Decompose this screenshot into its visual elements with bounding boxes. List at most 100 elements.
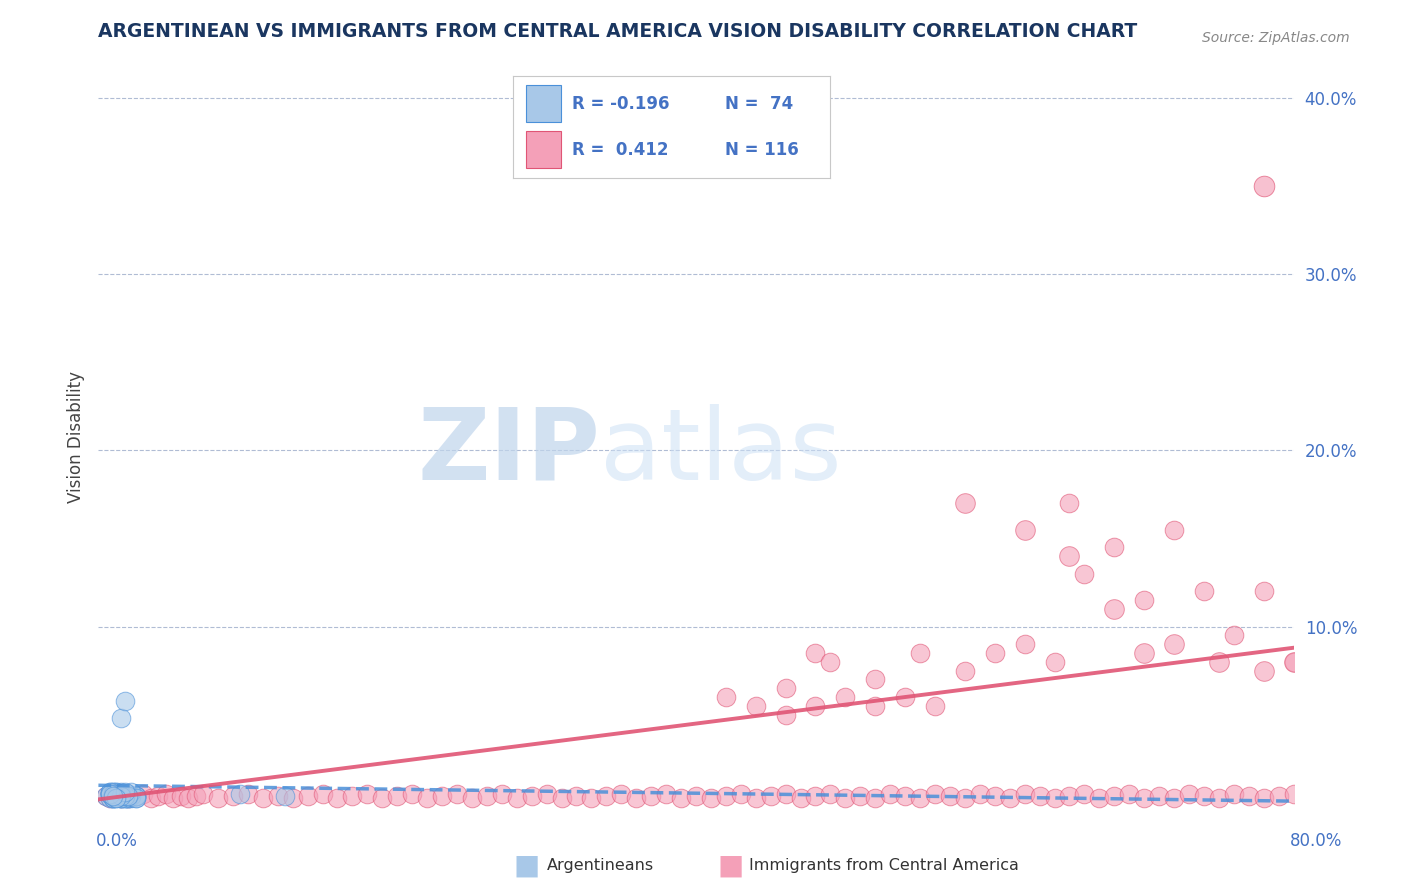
Text: R = -0.196: R = -0.196 bbox=[572, 95, 669, 112]
Point bbox=[1282, 787, 1305, 801]
Point bbox=[1253, 790, 1275, 805]
Point bbox=[565, 789, 588, 803]
Point bbox=[110, 790, 132, 805]
Point bbox=[103, 790, 125, 805]
Point bbox=[1043, 655, 1066, 669]
Text: N = 116: N = 116 bbox=[725, 141, 799, 159]
Point bbox=[114, 789, 136, 803]
Point bbox=[105, 785, 128, 799]
Point bbox=[98, 787, 122, 801]
Point bbox=[969, 787, 991, 801]
Point bbox=[1059, 549, 1081, 563]
Point bbox=[491, 787, 513, 801]
Text: 0.0%: 0.0% bbox=[96, 831, 138, 849]
Point bbox=[125, 789, 148, 803]
Point bbox=[94, 789, 117, 803]
Point bbox=[1237, 789, 1260, 803]
Point bbox=[416, 790, 439, 805]
Point bbox=[520, 789, 543, 803]
Point bbox=[1253, 664, 1275, 678]
Point bbox=[908, 790, 931, 805]
Point bbox=[169, 789, 191, 803]
Point bbox=[117, 789, 139, 803]
Point bbox=[117, 790, 139, 805]
Point bbox=[998, 790, 1021, 805]
Point bbox=[1133, 646, 1156, 660]
Point bbox=[865, 790, 887, 805]
Point bbox=[114, 790, 136, 805]
Point bbox=[924, 698, 946, 713]
Point bbox=[117, 789, 139, 803]
Point bbox=[1178, 787, 1201, 801]
Point bbox=[1223, 628, 1246, 642]
Point bbox=[446, 787, 468, 801]
Point bbox=[110, 789, 132, 803]
Point bbox=[132, 787, 155, 801]
Point bbox=[98, 787, 122, 801]
Point bbox=[98, 785, 122, 799]
Point bbox=[506, 790, 529, 805]
Point bbox=[114, 789, 136, 803]
Point bbox=[105, 787, 128, 801]
Point bbox=[714, 789, 737, 803]
Point bbox=[110, 787, 132, 801]
Point bbox=[110, 789, 132, 803]
Point bbox=[110, 790, 132, 805]
Point bbox=[789, 790, 811, 805]
Point bbox=[103, 787, 125, 801]
Point bbox=[110, 787, 132, 801]
Point bbox=[342, 789, 364, 803]
Point bbox=[1088, 790, 1111, 805]
Point bbox=[326, 790, 349, 805]
Point bbox=[834, 690, 856, 705]
Point bbox=[820, 787, 842, 801]
Point bbox=[105, 785, 128, 799]
Point bbox=[110, 790, 132, 805]
Point bbox=[1059, 789, 1081, 803]
Bar bbox=[526, 131, 561, 168]
Point bbox=[110, 787, 132, 801]
Text: ZIP: ZIP bbox=[418, 403, 600, 500]
Point bbox=[155, 787, 177, 801]
Text: Immigrants from Central America: Immigrants from Central America bbox=[749, 858, 1019, 872]
Text: Source: ZipAtlas.com: Source: ZipAtlas.com bbox=[1202, 31, 1350, 45]
Point bbox=[117, 787, 139, 801]
Point bbox=[117, 790, 139, 805]
Point bbox=[110, 789, 132, 803]
Point bbox=[536, 787, 558, 801]
Point bbox=[125, 789, 148, 803]
Point bbox=[1059, 496, 1081, 510]
Text: ARGENTINEAN VS IMMIGRANTS FROM CENTRAL AMERICA VISION DISABILITY CORRELATION CHA: ARGENTINEAN VS IMMIGRANTS FROM CENTRAL A… bbox=[98, 22, 1137, 41]
Point bbox=[953, 790, 976, 805]
Point bbox=[105, 789, 128, 803]
Point bbox=[1163, 637, 1185, 651]
Point bbox=[1014, 523, 1036, 537]
Text: Argentineans: Argentineans bbox=[547, 858, 654, 872]
Point bbox=[1147, 789, 1170, 803]
Point bbox=[1282, 655, 1305, 669]
Point bbox=[114, 789, 136, 803]
Point bbox=[125, 789, 148, 803]
Point bbox=[297, 789, 319, 803]
Point bbox=[1104, 789, 1126, 803]
Point bbox=[103, 790, 125, 805]
Point bbox=[1253, 584, 1275, 599]
Point bbox=[1223, 787, 1246, 801]
Point bbox=[177, 790, 200, 805]
Point bbox=[461, 790, 484, 805]
Point bbox=[804, 646, 827, 660]
Point bbox=[820, 655, 842, 669]
Point bbox=[191, 787, 214, 801]
Point bbox=[114, 787, 136, 801]
Point bbox=[655, 787, 678, 801]
Point bbox=[110, 785, 132, 799]
Point bbox=[924, 787, 946, 801]
Point bbox=[714, 690, 737, 705]
Point bbox=[984, 646, 1007, 660]
Point bbox=[401, 787, 423, 801]
Point bbox=[105, 790, 128, 805]
Point bbox=[110, 787, 132, 801]
Y-axis label: Vision Disability: Vision Disability bbox=[66, 371, 84, 503]
Point bbox=[834, 790, 856, 805]
Point bbox=[103, 789, 125, 803]
